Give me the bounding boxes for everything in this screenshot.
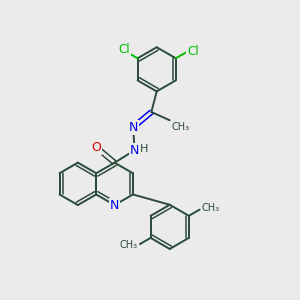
Text: N: N: [110, 199, 119, 212]
Text: Cl: Cl: [188, 45, 199, 58]
Text: CH₃: CH₃: [119, 240, 138, 250]
Text: CH₃: CH₃: [171, 122, 189, 132]
Text: H: H: [140, 144, 148, 154]
Text: N: N: [130, 144, 139, 157]
Text: N: N: [128, 121, 138, 134]
Text: Cl: Cl: [119, 43, 130, 56]
Text: CH₃: CH₃: [202, 203, 220, 213]
Text: O: O: [92, 141, 101, 154]
